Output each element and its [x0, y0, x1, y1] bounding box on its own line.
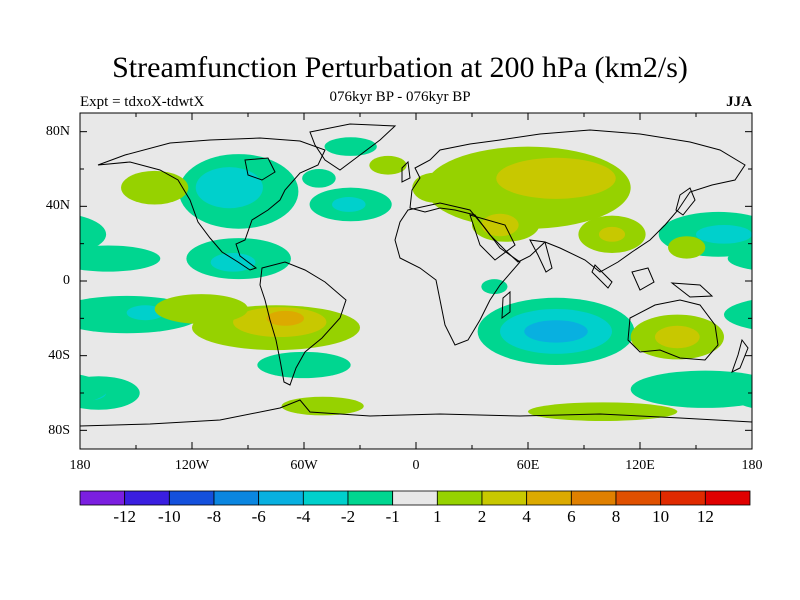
colorbar-swatch: [79, 490, 126, 506]
anomaly-western-pacific-tropics: [668, 236, 706, 259]
colorbar-label: 8: [611, 507, 621, 526]
coast-antarctica: [80, 399, 752, 427]
lon-label-180w: 180: [69, 458, 91, 473]
lat-label-40n: 40N: [45, 198, 70, 213]
coast-hudson-bay: [244, 157, 276, 181]
colorbar-label: 6: [567, 507, 576, 526]
map-title: Streamfunction Perturbation at 200 hPa (…: [112, 51, 688, 84]
lon-label-120e: 120E: [625, 458, 655, 473]
lat-label-80n: 80N: [45, 124, 70, 139]
anomaly-south-pacific: [724, 300, 752, 330]
lon-label-60e: 60E: [516, 458, 540, 473]
map-subtitle: 076kyr BP - 076kyr BP: [329, 89, 471, 105]
anomaly-west-pacific-north: [80, 215, 107, 253]
coast-uk: [401, 160, 411, 183]
anomaly-east-pacific-south-tropics: [154, 294, 248, 324]
coast-india: [529, 239, 553, 273]
coast-new-zealand: [731, 338, 749, 374]
lat-label-80s: 80S: [48, 423, 70, 438]
colorbar-swatch: [168, 490, 215, 506]
lat-label-equator: 0: [63, 273, 70, 288]
anomaly-north-atlantic-core: [332, 197, 366, 212]
anomaly-middle-east-core: [481, 213, 519, 237]
experiment-label: Expt = tdxoX-tdwtX: [80, 94, 205, 110]
anomaly-australia-core: [654, 325, 700, 349]
coastlines: [80, 123, 752, 427]
anomaly-labrador-sea: [302, 169, 336, 188]
lat-label-40s: 40S: [48, 348, 70, 363]
colorbar-swatch: [213, 490, 260, 506]
coast-sumatra: [591, 264, 613, 289]
colorbar-label: -10: [157, 507, 181, 526]
colorbar-label: 1: [433, 507, 442, 526]
colorbar-swatch: [704, 490, 751, 506]
anomaly-eurasia-core: [496, 157, 616, 199]
anomaly-south-indian-high-lat: [528, 402, 678, 421]
colorbar-swatch: [347, 490, 394, 506]
anomaly-south-indian-high-lat: [0, 402, 5, 421]
axis-ticks: [79, 113, 753, 449]
lon-label-120w: 120W: [174, 458, 210, 473]
colorbar-swatch: [615, 490, 662, 506]
coast-north-america: [97, 137, 326, 271]
colorbar-swatch: [481, 490, 528, 506]
anomaly-southeast-asia-core: [598, 226, 626, 242]
anomaly-north-pacific-east: [121, 170, 189, 205]
coast-eurasia: [409, 129, 746, 273]
anomaly-central-pacific-north: [80, 245, 161, 272]
colorbar-label: -1: [385, 507, 400, 526]
colorbar-swatch: [392, 490, 438, 506]
season-label: JJA: [726, 94, 752, 110]
lon-label-0: 0: [412, 458, 420, 473]
colorbar-swatch: [660, 490, 706, 506]
anomaly-europe: [412, 172, 458, 203]
anomaly-west-pacific-north-core: [24, 225, 80, 244]
coast-australia: [627, 299, 719, 361]
colorbar-swatch: [302, 490, 349, 506]
anomaly-south-america-south: [257, 351, 351, 379]
lon-label-60w: 60W: [290, 458, 318, 473]
anomaly-southern-ocean-australia: [630, 370, 752, 408]
coast-new-guinea: [670, 282, 714, 298]
anomaly-south-america-core: [266, 310, 305, 326]
coast-madagascar: [501, 290, 511, 320]
anomaly-southern-ocean-australia: [80, 374, 108, 404]
colorbar-label: 12: [696, 507, 714, 526]
coast-arabia: [469, 214, 516, 261]
anomaly-tropical-east-pacific-core: [210, 253, 256, 272]
anomaly-west-pacific-north-core: [696, 225, 752, 244]
coast-south-america: [259, 261, 347, 386]
colorbar-swatch: [436, 490, 483, 506]
colorbar-label: -2: [340, 507, 356, 526]
colorbar-swatch: [258, 490, 304, 506]
anomaly-north-pacific-east: [793, 171, 800, 205]
anomaly-western-pacific-tropics: [0, 236, 33, 258]
colorbar-label: 10: [652, 507, 670, 526]
colorbar-label: 2: [477, 507, 487, 526]
anomaly-indian-ocean-core: [524, 320, 588, 343]
colorbar-swatch: [124, 490, 170, 506]
coast-borneo: [631, 267, 655, 291]
anomaly-australia-core: [0, 326, 28, 348]
lon-label-180e: 180: [741, 458, 763, 473]
anomaly-south-atlantic: [281, 396, 364, 416]
colorbar-label: -8: [206, 507, 222, 526]
anomaly-greenland: [324, 137, 377, 156]
anomaly-north-america-core: [195, 167, 263, 209]
colorbar-swatch: [526, 490, 572, 506]
coast-japan: [675, 187, 696, 216]
colorbar-label: 4: [522, 507, 531, 526]
colorbar: [79, 490, 751, 506]
colorbar-label: -6: [251, 507, 266, 526]
anomaly-east-africa: [481, 279, 508, 295]
anomaly-north-atlantic-high-lat: [369, 155, 407, 175]
colorbar-swatch: [570, 490, 617, 506]
coast-greenland: [309, 123, 397, 171]
colorbar-label: -4: [296, 507, 311, 526]
colorbar-label: -12: [113, 507, 136, 526]
